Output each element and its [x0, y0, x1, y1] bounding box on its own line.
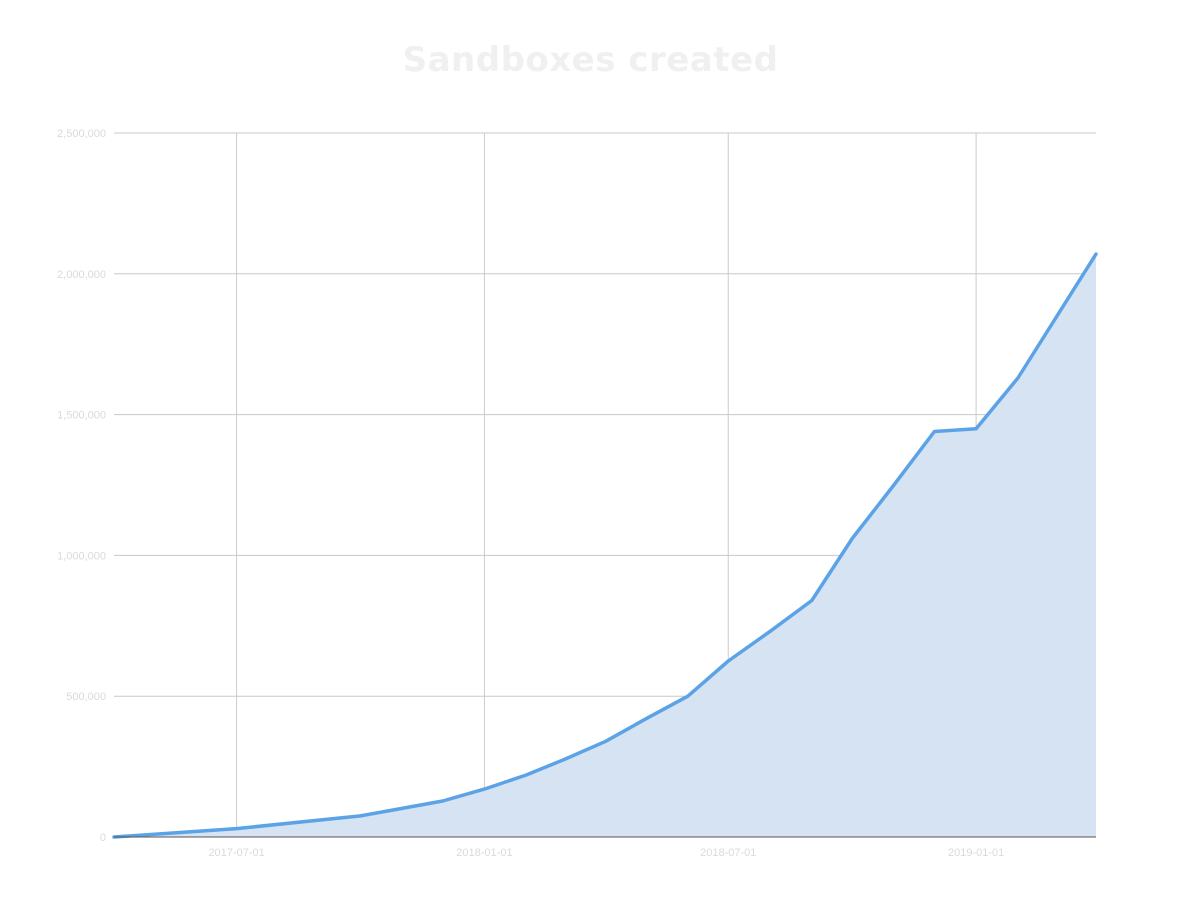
- y-tick-label: 500,000: [66, 691, 106, 703]
- series-line: [112, 252, 1098, 839]
- y-axis-labels: 0 500,000 1,000,000 1,500,000 2,000,000 2,500…: [57, 128, 106, 844]
- x-tick-label: 2018-01-01: [456, 847, 512, 859]
- x-tick-label: 2017-07-01: [208, 847, 264, 859]
- y-tick-label: 0: [100, 832, 106, 844]
- x-axis-labels: 2017-07-01 2018-01-01 2018-07-01 2019-01-01: [208, 847, 1004, 859]
- chart-title: Sandboxes created: [402, 40, 779, 80]
- y-tick-label: 1,000,000: [57, 550, 106, 562]
- y-tick-label: 2,500,000: [57, 128, 106, 140]
- y-tick-label: 2,000,000: [57, 269, 106, 281]
- x-tick-label: 2019-01-01: [948, 847, 1004, 859]
- series-area: [114, 254, 1096, 838]
- x-tick-label: 2018-07-01: [700, 847, 756, 859]
- y-tick-label: 1,500,000: [57, 410, 106, 422]
- series-layer: [112, 252, 1098, 839]
